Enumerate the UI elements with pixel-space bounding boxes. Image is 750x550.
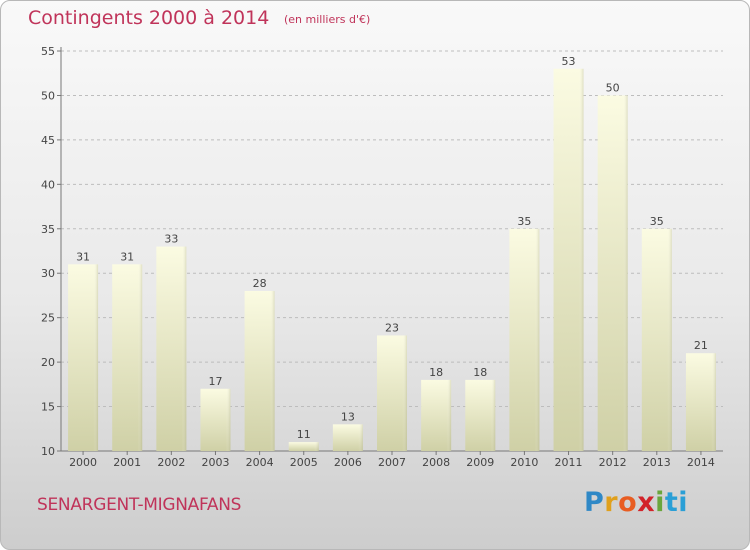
data-label: 23 <box>385 321 399 334</box>
data-label: 21 <box>694 339 708 352</box>
data-label: 35 <box>517 215 531 228</box>
x-tick-label: 2008 <box>422 456 450 469</box>
x-tick-label: 2011 <box>555 456 583 469</box>
data-label: 31 <box>76 250 90 263</box>
data-label: 17 <box>208 375 222 388</box>
logo-letter: ti <box>664 487 689 518</box>
bar-shade <box>421 379 452 451</box>
bar-shade <box>597 95 628 451</box>
proxiti-logo: Proxiti <box>584 487 688 518</box>
data-label: 18 <box>429 366 443 379</box>
bar-shade <box>641 228 672 451</box>
bar-shade <box>68 264 99 451</box>
data-label: 13 <box>341 410 355 423</box>
x-tick-label: 2005 <box>290 456 318 469</box>
data-label: 50 <box>606 81 620 94</box>
bar-shade <box>553 68 584 452</box>
y-tick-label: 45 <box>41 134 55 147</box>
x-tick-label: 2009 <box>466 456 494 469</box>
bar-shade <box>332 424 363 451</box>
y-tick-label: 35 <box>41 223 55 236</box>
y-tick-label: 20 <box>41 356 55 369</box>
x-tick-label: 2007 <box>378 456 406 469</box>
bar-shade <box>200 388 231 451</box>
y-tick-label: 55 <box>41 45 55 58</box>
bar-shade <box>112 264 143 451</box>
y-tick-label: 25 <box>41 312 55 325</box>
bar-shade <box>288 442 319 451</box>
bar-shade <box>685 353 716 451</box>
bar-shade <box>465 379 496 451</box>
logo-letter: i <box>655 487 665 518</box>
data-label: 35 <box>650 215 664 228</box>
x-tick-label: 2012 <box>599 456 627 469</box>
x-tick-label: 2002 <box>157 456 185 469</box>
bar-shade <box>156 246 187 451</box>
chart-title: Contingents 2000 à 2014 <box>28 7 270 29</box>
data-label: 11 <box>297 428 311 441</box>
bar-shade <box>244 291 275 451</box>
chart-subtitle: (en milliers d'€) <box>284 13 371 26</box>
bar-shade <box>509 228 540 451</box>
data-label: 28 <box>253 277 267 290</box>
labels: 10 15 20 25 30 35 40 45 50 55 31 2000 31 2001 33 2002 17… <box>41 45 715 469</box>
y-tick-label: 15 <box>41 401 55 414</box>
x-tick-label: 2013 <box>643 456 671 469</box>
x-tick-label: 2003 <box>201 456 229 469</box>
bar-shade <box>377 335 407 451</box>
logo-letter: r <box>604 487 619 518</box>
y-tick-label: 10 <box>41 445 55 458</box>
logo-letter: P <box>584 487 605 518</box>
x-tick-label: 2010 <box>510 456 538 469</box>
y-tick-label: 30 <box>41 267 55 280</box>
y-tick-label: 50 <box>41 89 55 102</box>
bars <box>68 68 716 452</box>
x-tick-label: 2004 <box>246 456 274 469</box>
y-tick-label: 40 <box>41 178 55 191</box>
x-tick-label: 2006 <box>334 456 362 469</box>
data-label: 18 <box>473 366 487 379</box>
logo-letter: o <box>618 487 638 518</box>
data-label: 33 <box>164 233 178 246</box>
commune-name: SENARGENT-MIGNAFANS <box>37 495 242 515</box>
x-tick-label: 2001 <box>113 456 141 469</box>
x-tick-label: 2000 <box>69 456 97 469</box>
logo-letter: x <box>637 487 656 518</box>
data-label: 53 <box>562 55 576 68</box>
x-tick-label: 2014 <box>687 456 715 469</box>
data-label: 31 <box>120 250 134 263</box>
